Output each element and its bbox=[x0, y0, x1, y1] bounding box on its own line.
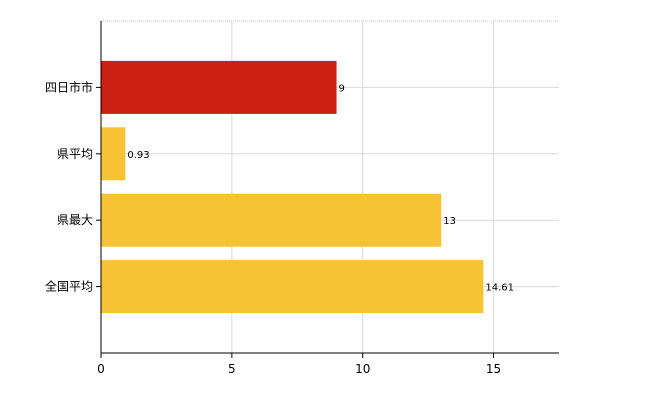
labels: 0 5 10 15 四日市市 9 県平均 0.93 県最大 13 全国平均 14.61 bbox=[45, 79, 514, 376]
bar-2 bbox=[101, 193, 442, 247]
axes bbox=[100, 21, 559, 354]
value-label-1: 0.93 bbox=[127, 150, 149, 161]
y-tick-label-3: 全国平均 bbox=[45, 279, 93, 294]
bars bbox=[101, 60, 484, 314]
x-tick-label-5: 5 bbox=[228, 362, 236, 376]
bar-0 bbox=[101, 60, 337, 114]
x-tick-label-10: 10 bbox=[355, 362, 370, 376]
x-tick-label-15: 15 bbox=[486, 362, 501, 376]
value-label-2: 13 bbox=[443, 216, 456, 227]
bar-3 bbox=[101, 260, 484, 314]
y-tick-label-2: 県最大 bbox=[57, 213, 93, 227]
y-tick-label-0: 四日市市 bbox=[45, 79, 93, 94]
ticks bbox=[96, 86, 495, 358]
value-label-3: 14.61 bbox=[485, 283, 514, 294]
y-tick-label-1: 県平均 bbox=[57, 147, 93, 161]
value-label-0: 9 bbox=[339, 83, 345, 94]
bar-1 bbox=[101, 127, 126, 181]
x-tick-label-0: 0 bbox=[97, 362, 105, 376]
